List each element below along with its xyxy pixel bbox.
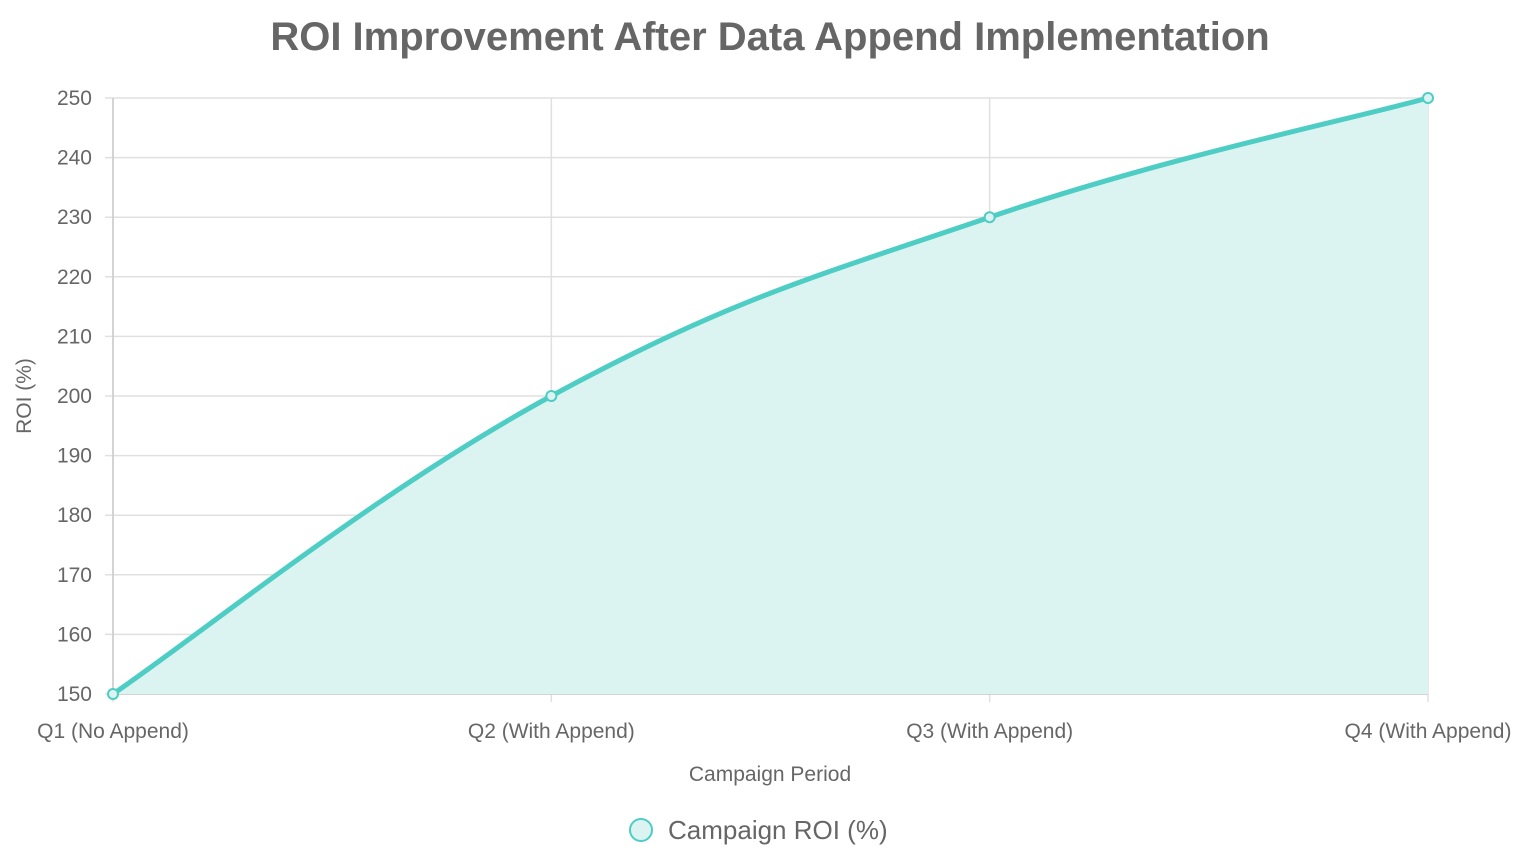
y-tick-label: 250: [57, 87, 92, 110]
y-tick-label: 230: [57, 206, 92, 229]
chart-title: ROI Improvement After Data Append Implem…: [270, 15, 1269, 59]
point-layer: [107, 92, 1434, 700]
y-tick-label: 200: [57, 385, 92, 408]
y-tick-label: 190: [57, 445, 92, 468]
y-tick-label: 180: [57, 504, 92, 527]
data-point[interactable]: [1422, 92, 1434, 104]
series-area: [113, 98, 1428, 694]
y-axis-label: ROI (%): [13, 358, 36, 434]
y-tick-label: 150: [57, 683, 92, 706]
legend-marker: [629, 818, 653, 842]
y-tick-label: 220: [57, 266, 92, 289]
y-tick-label: 240: [57, 147, 92, 170]
data-point[interactable]: [983, 211, 996, 224]
y-tick-label: 160: [57, 623, 92, 646]
y-tick-label: 210: [57, 325, 92, 348]
line-layer: [110, 95, 1431, 697]
data-point[interactable]: [545, 390, 558, 402]
x-axis-label: Campaign Period: [689, 763, 851, 786]
data-point[interactable]: [107, 688, 119, 700]
x-tick-label: Q3 (With Append): [906, 720, 1073, 743]
series-line: [110, 95, 1431, 697]
y-tick-labels: 150 160 170 180 190 200 210 220 230 240 250: [57, 87, 92, 706]
legend[interactable]: Campaign ROI (%): [629, 815, 888, 845]
area-layer: [113, 98, 1428, 694]
x-tick-label: Q2 (With Append): [468, 720, 635, 743]
x-tick-label: Q4 (With Append): [1345, 720, 1512, 743]
y-tick-label: 170: [57, 564, 92, 587]
x-tick-label: Q1 (No Append): [37, 720, 189, 743]
x-tick-labels: Q1 (No Append) Q2 (With Append) Q3 (With A…: [37, 720, 1511, 743]
legend-label: Campaign ROI (%): [668, 815, 888, 845]
